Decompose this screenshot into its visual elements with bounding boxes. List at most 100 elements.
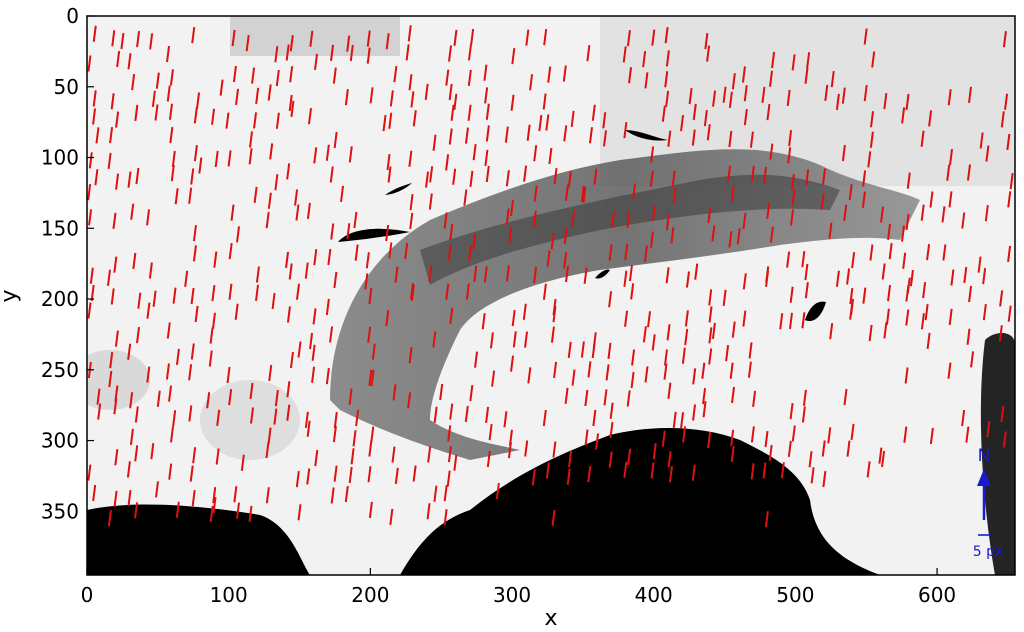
vector-arrow xyxy=(255,266,260,283)
vector-arrow xyxy=(750,165,755,182)
vector-arrow xyxy=(736,228,741,245)
vector-arrow xyxy=(568,451,573,468)
vector-arrow xyxy=(469,170,474,187)
vector-arrow xyxy=(274,46,279,63)
vector-arrow xyxy=(551,509,556,527)
vector-arrow xyxy=(909,270,914,287)
vector-arrow xyxy=(450,104,455,121)
vector-arrow xyxy=(289,351,294,369)
vector-arrow xyxy=(190,168,195,185)
vector-arrow xyxy=(453,29,458,46)
vector-arrow xyxy=(631,349,636,366)
vector-arrow xyxy=(982,304,987,321)
vector-arrow xyxy=(311,344,316,361)
vector-arrow xyxy=(192,245,197,262)
vector-arrow xyxy=(192,447,197,464)
vector-arrow xyxy=(152,290,157,307)
vector-arrow xyxy=(295,283,300,300)
vector-arrow xyxy=(672,187,677,204)
vector-arrow xyxy=(786,251,791,268)
vector-arrow xyxy=(804,282,809,299)
vector-arrow xyxy=(562,65,567,82)
vector-arrow xyxy=(905,93,910,111)
vector-arrow xyxy=(174,188,179,205)
vector-arrow xyxy=(822,470,827,488)
vector-arrow xyxy=(624,243,629,261)
vector-arrow xyxy=(267,192,272,209)
vector-arrow xyxy=(849,303,854,320)
vector-arrow xyxy=(950,269,955,286)
vector-arrow xyxy=(188,364,193,381)
vector-arrow xyxy=(883,322,888,339)
x-tick-label: 100 xyxy=(210,583,248,607)
vector-arrow xyxy=(533,266,538,284)
vector-arrow xyxy=(189,465,194,482)
vector-arrow xyxy=(166,322,171,339)
vector-arrow xyxy=(485,125,490,142)
vector-arrow xyxy=(787,440,792,458)
vector-arrow xyxy=(708,289,713,306)
vector-arrow xyxy=(553,361,558,379)
vector-arrow xyxy=(841,87,846,104)
vector-arrow xyxy=(114,449,119,466)
vector-arrow xyxy=(866,461,871,478)
vector-arrow xyxy=(764,430,769,448)
vector-arrow xyxy=(245,34,250,52)
vector-arrow xyxy=(684,328,689,346)
vector-arrow xyxy=(253,186,258,204)
vector-arrow xyxy=(742,212,747,230)
vector-arrow xyxy=(148,262,153,279)
vector-arrow xyxy=(665,267,670,284)
vector-arrow xyxy=(211,312,216,329)
vector-arrow xyxy=(765,266,770,283)
vector-arrow xyxy=(642,50,647,68)
vector-arrow xyxy=(789,286,794,303)
vector-arrow xyxy=(680,412,685,429)
y-axis-label: y xyxy=(0,289,22,302)
vector-arrow xyxy=(265,487,270,504)
vector-arrow xyxy=(649,170,654,187)
vector-arrow xyxy=(214,150,219,168)
vector-arrow xyxy=(130,203,135,220)
vector-arrow xyxy=(961,212,966,229)
vector-arrow xyxy=(903,426,908,443)
vector-arrow xyxy=(881,450,886,468)
vector-arrow xyxy=(691,129,696,146)
vector-arrow xyxy=(905,309,910,326)
vector-arrow xyxy=(623,461,628,478)
vector-arrow xyxy=(236,226,241,243)
vector-arrow xyxy=(532,210,537,228)
vector-arrow xyxy=(729,362,734,379)
vector-arrow xyxy=(623,122,628,139)
vector-arrow xyxy=(647,311,652,328)
vector-arrow xyxy=(706,45,711,62)
vector-arrow xyxy=(929,191,934,208)
vector-arrow xyxy=(947,89,952,106)
vector-arrow xyxy=(248,148,253,165)
vector-arrow xyxy=(212,497,217,514)
vector-arrow xyxy=(484,149,489,167)
vector-arrow xyxy=(115,173,120,190)
vector-arrow xyxy=(510,199,515,217)
vector-arrow xyxy=(191,27,196,44)
vector-arrow xyxy=(485,165,490,183)
vector-arrow xyxy=(672,411,677,428)
vector-arrow xyxy=(849,287,854,305)
vector-arrow xyxy=(387,166,392,183)
vector-arrow xyxy=(445,69,450,86)
vector-arrow xyxy=(507,442,512,459)
vector-arrow xyxy=(346,35,351,52)
vector-arrow xyxy=(274,390,279,407)
vector-arrow xyxy=(730,185,735,202)
vector-arrow xyxy=(271,292,276,310)
vector-arrow xyxy=(114,385,119,402)
vector-arrow xyxy=(863,84,868,102)
vector-arrow xyxy=(632,183,637,200)
vector-arrow xyxy=(511,309,516,327)
vector-arrow xyxy=(234,303,239,320)
vector-arrow xyxy=(688,88,693,105)
vector-arrow xyxy=(364,273,369,290)
vector-arrow xyxy=(495,482,500,500)
vector-arrow xyxy=(412,110,417,127)
vector-arrow xyxy=(126,461,131,478)
